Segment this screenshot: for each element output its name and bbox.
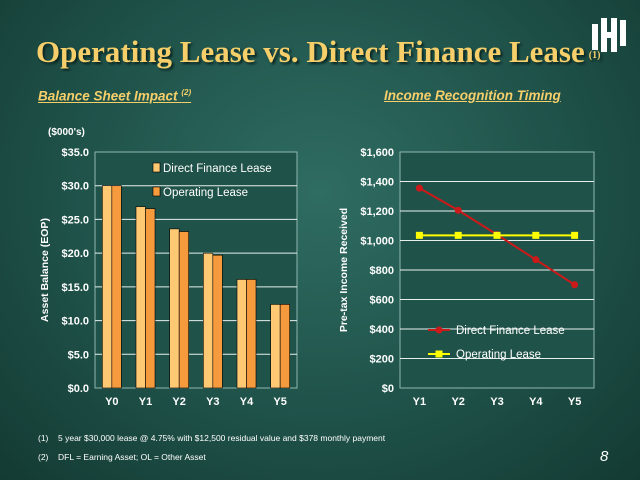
line-y-tick-label: $600 [370, 295, 394, 307]
bar-y-tick-label: $10.0 [61, 316, 89, 328]
point-ol [532, 231, 540, 239]
line-y-axis-label: Pre-tax Income Received [338, 208, 350, 332]
point-dfl [571, 281, 579, 289]
title-footnote-marker: (1) [588, 50, 601, 61]
line-x-tick-label: Y3 [490, 396, 503, 408]
bar-ol [111, 185, 122, 389]
bar-x-tick-label: Y3 [206, 396, 219, 408]
bar-ol [212, 254, 223, 389]
bar-y-tick-label: $20.0 [61, 248, 89, 260]
point-ol [415, 231, 423, 239]
bar-legend-swatch [152, 186, 161, 197]
bar-x-tick-label: Y1 [139, 396, 152, 408]
line-legend-label: Direct Finance Lease [456, 325, 565, 337]
line-y-tick-label: $1,400 [360, 177, 394, 189]
line-x-tick-label: Y1 [413, 396, 426, 408]
line-y-tick-label: $1,000 [360, 236, 394, 248]
slide-title: Operating Lease vs. Direct Finance Lease… [36, 34, 601, 69]
line-x-tick-label: Y5 [568, 396, 581, 408]
bar-x-tick-label: Y4 [240, 396, 254, 408]
footnote-2: (2) DFL = Earning Asset; OL = Other Asset [38, 452, 206, 462]
point-ol [571, 231, 579, 239]
line-legend-marker [435, 350, 443, 358]
bar-legend-label: Direct Finance Lease [163, 163, 272, 175]
line-legend-marker [435, 326, 443, 334]
bar-y-tick-label: $35.0 [61, 147, 89, 159]
bar-x-tick-label: Y0 [105, 396, 118, 408]
footnote-1: (1) 5 year $30,000 lease @ 4.75% with $12… [38, 433, 386, 443]
line-y-tick-label: $200 [370, 354, 394, 366]
point-ol [454, 231, 462, 239]
company-logo-icon [592, 18, 626, 52]
bar-legend-swatch [152, 162, 161, 173]
line-x-tick-label: Y2 [451, 396, 464, 408]
page-number: 8 [600, 448, 609, 465]
balance-sheet-subtitle: Balance Sheet Impact (2) [38, 88, 192, 104]
bar-y-tick-label: $5.0 [68, 349, 89, 361]
bar-ol [145, 208, 156, 389]
line-legend-label: Operating Lease [456, 349, 541, 361]
bar-x-tick-label: Y2 [172, 396, 185, 408]
subtitle-footnote-marker: (2) [181, 88, 192, 97]
bar-ol [246, 279, 257, 389]
line-y-tick-label: $400 [370, 324, 394, 336]
point-dfl [415, 184, 423, 192]
point-dfl [532, 256, 540, 264]
bar-y-tick-label: $0.0 [68, 383, 89, 395]
bar-y-axis-label: Asset Balance (EOP) [39, 218, 51, 322]
bar-y-tick-label: $25.0 [61, 214, 89, 226]
bar-ol [178, 231, 189, 389]
point-dfl [454, 206, 462, 214]
line-y-tick-label: $1,600 [360, 147, 394, 159]
bar-y-tick-label: $30.0 [61, 181, 89, 193]
bar-y-tick-label: $15.0 [61, 282, 89, 294]
bar-plot-area [94, 151, 298, 389]
bar-legend-label: Operating Lease [163, 187, 248, 199]
line-y-tick-label: $1,200 [360, 206, 394, 218]
point-ol [493, 231, 501, 239]
line-y-tick-label: $800 [370, 265, 394, 277]
bar-ol [279, 304, 290, 389]
units-label: ($000's) [48, 127, 85, 138]
bar-x-tick-label: Y5 [273, 396, 286, 408]
income-recognition-subtitle: Income Recognition Timing [384, 88, 561, 103]
line-y-tick-label: $0 [382, 383, 394, 395]
line-x-tick-label: Y4 [529, 396, 543, 408]
